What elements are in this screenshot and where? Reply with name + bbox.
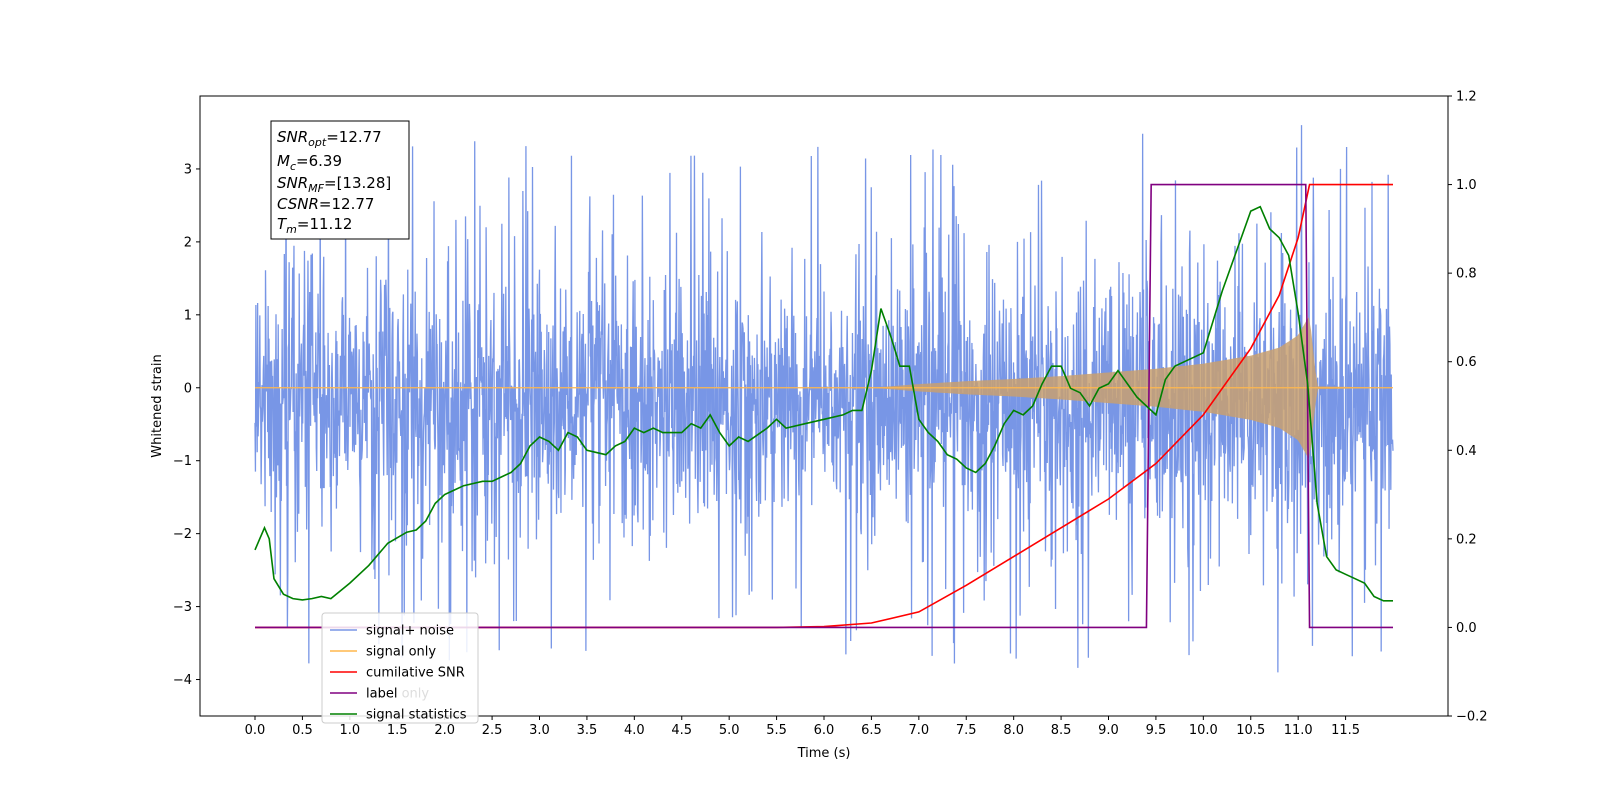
x-tick-label: 8.0 bbox=[1003, 723, 1024, 738]
legend-label: signal+ noise bbox=[366, 624, 454, 639]
annotation-mc-value: =6.39 bbox=[296, 152, 342, 170]
signal-statistics-line bbox=[254, 205, 1393, 602]
x-tick-label: 9.5 bbox=[1146, 723, 1167, 738]
y-axis-left-label: Whitened strain bbox=[150, 354, 165, 457]
annotation-snr-opt-sub: opt bbox=[308, 136, 327, 149]
x-tick-label: 5.5 bbox=[766, 723, 787, 738]
right-axis-series bbox=[254, 183, 1393, 629]
y-right-tick-label: 0.4 bbox=[1456, 444, 1477, 459]
annotation-snr-mf-base: SNR bbox=[277, 174, 308, 192]
legend: label only signal+ noise signal only cumila… bbox=[321, 612, 479, 724]
y-left-tick-label: −2 bbox=[173, 527, 192, 542]
legend-label: label bbox=[366, 687, 397, 702]
legend-items: label only signal+ noise signal only cumila… bbox=[330, 624, 467, 723]
y-left-tick-label: −4 bbox=[173, 673, 192, 688]
series-signal-only bbox=[255, 317, 1393, 459]
y-right-tick-label: 1.2 bbox=[1456, 90, 1477, 105]
annotation-csnr-value: =12.77 bbox=[319, 195, 375, 213]
y-right-tick-label: 0.0 bbox=[1456, 621, 1477, 636]
annotation-box-frame bbox=[270, 120, 410, 240]
x-tick-label: 2.5 bbox=[482, 723, 503, 738]
annotation-snr-opt: SNRopt=12.77 bbox=[277, 128, 382, 149]
annotation-tm-value: =11.12 bbox=[297, 215, 353, 233]
x-axis-label: Time (s) bbox=[797, 746, 851, 761]
x-tick-label: 9.0 bbox=[1098, 723, 1119, 738]
y-right-tick-label: 0.8 bbox=[1456, 267, 1477, 282]
y-left-tick-label: −3 bbox=[173, 600, 192, 615]
y-axis-right: 1.2 1.0 0.8 0.6 0.4 0.2 0.0 −0.2 bbox=[1448, 90, 1488, 725]
x-tick-label: 1.0 bbox=[339, 723, 360, 738]
y-right-tick-label: 0.2 bbox=[1456, 532, 1477, 547]
y-axis-left: 3 2 1 0 −1 −2 −3 −4 bbox=[173, 162, 200, 688]
annotation-tm-base: T bbox=[277, 215, 288, 233]
x-tick-label: 11.0 bbox=[1284, 723, 1313, 738]
x-tick-label: 11.5 bbox=[1331, 723, 1360, 738]
x-tick-label: 3.0 bbox=[529, 723, 550, 738]
legend-label: signal statistics bbox=[366, 708, 467, 723]
legend-label-hidden: label only bbox=[366, 687, 429, 702]
y-left-tick-label: 1 bbox=[184, 308, 192, 323]
x-tick-label: 4.5 bbox=[671, 723, 692, 738]
cumulative-snr-line bbox=[255, 183, 1393, 629]
annotation-tm: Tm=11.12 bbox=[277, 215, 352, 236]
x-tick-label: 8.5 bbox=[1051, 723, 1072, 738]
plot-area bbox=[254, 125, 1394, 673]
y-right-tick-label: −0.2 bbox=[1456, 710, 1488, 725]
x-tick-label: 4.0 bbox=[624, 723, 645, 738]
y-left-tick-label: 0 bbox=[184, 381, 192, 396]
legend-label: cumilative SNR bbox=[366, 666, 465, 681]
annotation-snr-mf-value: =[13.28] bbox=[324, 174, 391, 192]
annotation-snr-opt-value: =12.77 bbox=[326, 128, 382, 146]
signal-noise-line bbox=[254, 125, 1394, 673]
y-left-tick-label: 3 bbox=[184, 162, 192, 177]
annotation-snr-mf-sub: MF bbox=[308, 182, 324, 195]
y-right-tick-label: 1.0 bbox=[1456, 178, 1477, 193]
annotation-snr-mf: SNRMF=[13.28] bbox=[277, 174, 391, 195]
y-left-tick-label: 2 bbox=[184, 235, 192, 250]
annotation-mc-sub: c bbox=[290, 160, 296, 173]
x-tick-label: 5.0 bbox=[719, 723, 740, 738]
annotation-box: SNRopt=12.77 Mc=6.39 SNRMF=[13.28] CSNR=… bbox=[270, 120, 410, 240]
y-left-tick-label: −1 bbox=[173, 454, 192, 469]
x-tick-label: 6.5 bbox=[861, 723, 882, 738]
annotation-mc: Mc=6.39 bbox=[277, 152, 342, 173]
x-tick-label: 6.0 bbox=[814, 723, 835, 738]
annotation-snr-opt-base: SNR bbox=[277, 128, 308, 146]
x-tick-label: 3.5 bbox=[577, 723, 598, 738]
annotation-mc-base: M bbox=[277, 152, 290, 170]
y-right-tick-label: 0.6 bbox=[1456, 355, 1477, 370]
x-tick-label: 2.0 bbox=[434, 723, 455, 738]
series-signal-noise bbox=[254, 125, 1394, 673]
annotation-csnr: CSNR=12.77 bbox=[277, 195, 374, 213]
x-tick-label: 0.5 bbox=[292, 723, 313, 738]
x-tick-label: 10.0 bbox=[1189, 723, 1218, 738]
legend-label: signal only bbox=[366, 645, 436, 660]
x-tick-label: 0.0 bbox=[245, 723, 266, 738]
x-tick-label: 10.5 bbox=[1236, 723, 1265, 738]
annotation-tm-sub: m bbox=[286, 223, 297, 236]
x-tick-label: 7.5 bbox=[956, 723, 977, 738]
x-axis: 0.0 0.5 1.0 1.5 2.0 2.5 3.0 3.5 4.0 4.5 5.0 5.5 6.0 6… bbox=[245, 716, 1360, 738]
label-line bbox=[255, 183, 1393, 629]
x-tick-label: 1.5 bbox=[387, 723, 408, 738]
annotation-csnr-base: CSNR bbox=[277, 195, 319, 213]
legend-frame bbox=[321, 612, 479, 724]
x-tick-label: 7.0 bbox=[908, 723, 929, 738]
